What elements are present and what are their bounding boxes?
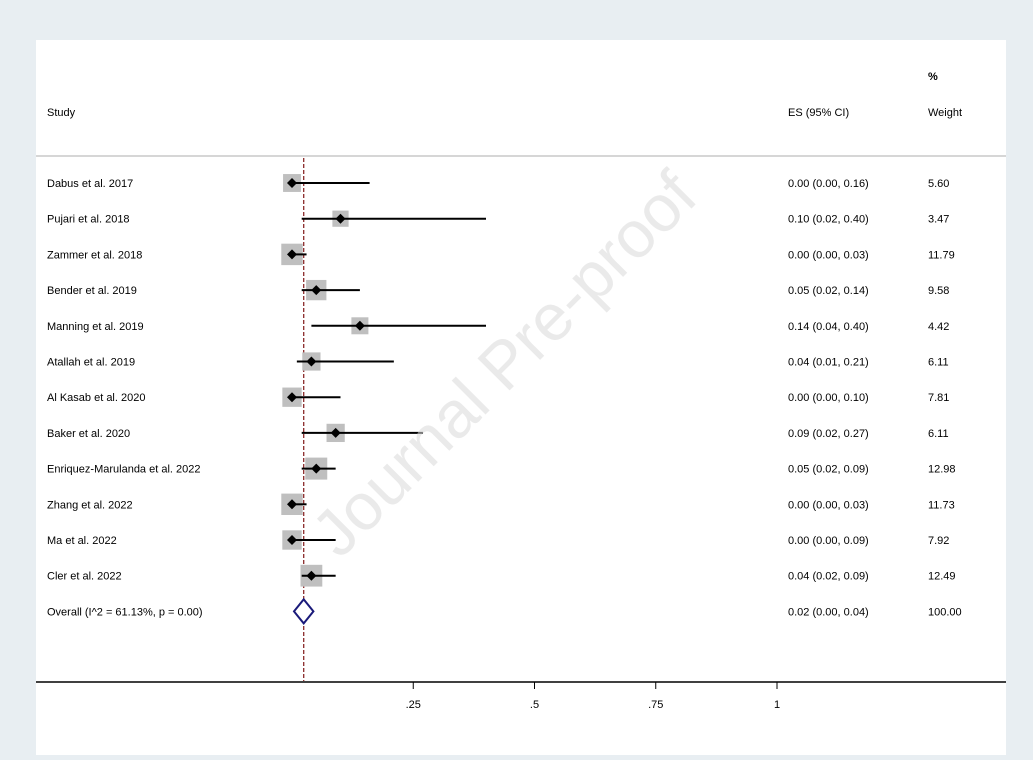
point-estimate (287, 178, 297, 188)
x-tick-label: .25 (406, 699, 421, 711)
weight-value: 12.98 (928, 464, 956, 476)
header-es-ci: ES (95% CI) (788, 107, 849, 119)
header-weight-percent: % (928, 71, 938, 83)
x-axis: .25 .5 .75 1 (36, 681, 1006, 711)
overall-es-ci-value: 0.02 (0.00, 0.04) (788, 606, 869, 618)
overall-label: Overall (I^2 = 61.13%, p = 0.00) (47, 606, 203, 618)
study-row: Pujari et al. 2018 0.10 (0.02, 0.40) 3.47 (47, 210, 949, 227)
study-label: Baker et al. 2020 (47, 428, 130, 440)
point-estimate (287, 392, 297, 403)
study-row: Enriquez-Marulanda et al. 2022 0.05 (0.02… (47, 457, 956, 480)
weight-value: 11.73 (928, 499, 955, 511)
study-label: Bender et al. 2019 (47, 285, 137, 297)
plot-panel (36, 40, 1006, 755)
x-tick-label: .5 (530, 699, 539, 711)
weight-value: 5.60 (928, 178, 949, 190)
es-ci-value: 0.14 (0.04, 0.40) (788, 321, 869, 333)
study-label: Zhang et al. 2022 (47, 499, 133, 511)
study-label: Manning et al. 2019 (47, 321, 144, 333)
point-estimate (335, 213, 346, 224)
study-row: Dabus et al. 2017 0.00 (0.00, 0.16) 5.60 (47, 174, 949, 192)
study-label: Atallah et al. 2019 (47, 357, 135, 369)
study-row: Zammer et al. 2018 0.00 (0.00, 0.03) 11.79 (47, 243, 955, 266)
study-row: Cler et al. 2022 0.04 (0.02, 0.09) 12.49 (47, 564, 956, 587)
x-tick-label: 1 (774, 699, 780, 711)
es-ci-value: 0.05 (0.02, 0.09) (788, 464, 869, 476)
study-row: Zhang et al. 2022 0.00 (0.00, 0.03) 11.73 (47, 493, 955, 516)
point-estimate (354, 320, 365, 331)
overall-row: Overall (I^2 = 61.13%, p = 0.00) 0.02 (0.… (47, 597, 962, 625)
es-ci-value: 0.00 (0.00, 0.09) (788, 535, 869, 547)
es-ci-value: 0.00 (0.00, 0.03) (788, 249, 869, 261)
point-estimate (306, 356, 317, 367)
weight-value: 6.11 (928, 428, 949, 440)
study-row: Atallah et al. 2019 0.04 (0.01, 0.21) 6.11 (47, 352, 949, 371)
weight-value: 7.81 (928, 392, 949, 404)
study-label: Zammer et al. 2018 (47, 249, 142, 261)
es-ci-value: 0.00 (0.00, 0.16) (788, 178, 869, 190)
x-tick-label: .75 (648, 699, 663, 711)
study-label: Cler et al. 2022 (47, 571, 122, 583)
study-label: Al Kasab et al. 2020 (47, 392, 145, 404)
study-row: Ma et al. 2022 0.00 (0.00, 0.09) 7.92 (47, 530, 949, 550)
study-row: Manning et al. 2019 0.14 (0.04, 0.40) 4.42 (47, 317, 949, 335)
header-weight: Weight (928, 107, 962, 119)
study-row: Baker et al. 2020 0.09 (0.02, 0.27) 6.11 (47, 423, 949, 443)
study-label: Ma et al. 2022 (47, 535, 117, 547)
weight-value: 4.42 (928, 321, 949, 333)
es-ci-value: 0.04 (0.01, 0.21) (788, 357, 869, 369)
weight-value: 3.47 (928, 214, 949, 226)
point-estimate (311, 463, 322, 474)
point-estimate (287, 249, 297, 260)
study-label: Dabus et al. 2017 (47, 178, 133, 190)
es-ci-value: 0.05 (0.02, 0.14) (788, 285, 869, 297)
study-rows: Dabus et al. 2017 0.00 (0.00, 0.16) 5.60 Pu… (47, 158, 962, 681)
study-row: Bender et al. 2019 0.05 (0.02, 0.14) 9.58 (47, 279, 949, 301)
es-ci-value: 0.04 (0.02, 0.09) (788, 571, 869, 583)
weight-value: 7.92 (928, 535, 949, 547)
point-estimate (311, 285, 322, 296)
study-label: Enriquez-Marulanda et al. 2022 (47, 464, 200, 476)
overall-weight-value: 100.00 (928, 606, 962, 618)
es-ci-value: 0.00 (0.00, 0.10) (788, 392, 869, 404)
study-row: Al Kasab et al. 2020 0.00 (0.00, 0.10) 7.8… (47, 387, 949, 407)
point-estimate (287, 499, 297, 510)
es-ci-value: 0.10 (0.02, 0.40) (788, 214, 869, 226)
overall-diamond (292, 597, 315, 625)
weight-value: 6.11 (928, 357, 949, 369)
point-estimate (330, 427, 341, 438)
point-estimate (287, 535, 297, 545)
header-study: Study (47, 107, 76, 119)
study-label: Pujari et al. 2018 (47, 214, 130, 226)
weight-value: 11.79 (928, 249, 955, 261)
es-ci-value: 0.09 (0.02, 0.27) (788, 428, 869, 440)
weight-value: 9.58 (928, 285, 949, 297)
weight-value: 12.49 (928, 571, 956, 583)
es-ci-value: 0.00 (0.00, 0.03) (788, 499, 869, 511)
point-estimate (306, 570, 317, 581)
